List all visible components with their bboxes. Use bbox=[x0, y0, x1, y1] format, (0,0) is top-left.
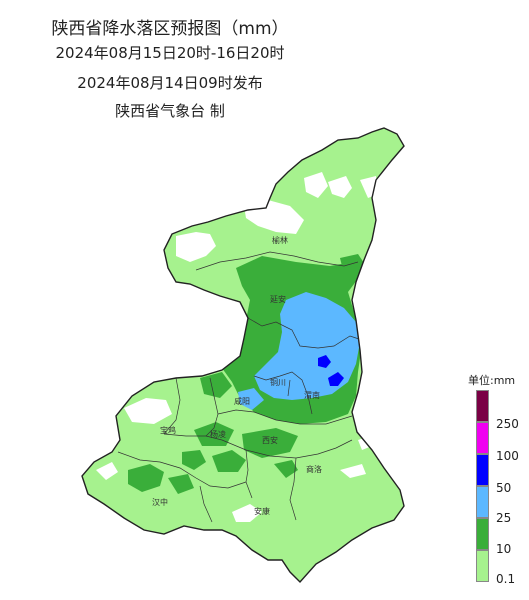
legend-swatch-5 bbox=[476, 550, 489, 582]
city-label-yanan: 延安 bbox=[270, 294, 286, 304]
city-label-xianyang: 咸阳 bbox=[234, 396, 250, 406]
city-label-hanzhong: 汉中 bbox=[152, 497, 168, 507]
heavy-rain-area bbox=[238, 292, 360, 410]
city-label-ankang: 安康 bbox=[254, 506, 270, 516]
legend-swatch-4 bbox=[476, 518, 489, 550]
city-label-yangling: 杨凌 bbox=[210, 429, 226, 439]
city-label-yulin: 榆林 bbox=[272, 235, 288, 245]
legend-label-0-1: 0.1 bbox=[496, 572, 516, 586]
map-title: 陕西省降水落区预报图（mm） bbox=[51, 19, 289, 39]
issue-time: 2024年08月14日09时发布 bbox=[77, 74, 263, 92]
city-label-weinan: 渭南 bbox=[304, 390, 320, 400]
city-label-baoji: 宝鸡 bbox=[160, 425, 176, 435]
city-label-shangluo: 商洛 bbox=[306, 464, 322, 474]
city-label-xian: 西安 bbox=[262, 435, 278, 445]
legend-label-25: 25 bbox=[496, 511, 512, 525]
city-labels: 榆林 延安 铜川 渭南 宝鸡 咸阳 杨凌 西安 商洛 汉中 安康 bbox=[152, 235, 322, 516]
legend-swatch-2 bbox=[476, 454, 489, 486]
legend-label-100: 100 bbox=[496, 449, 519, 463]
legend-label-10: 10 bbox=[496, 542, 512, 556]
city-label-tongchuan: 铜川 bbox=[270, 377, 286, 387]
rainstorm-areas bbox=[318, 355, 344, 386]
legend-swatch-1 bbox=[476, 422, 489, 454]
issuer: 陕西省气象台 制 bbox=[115, 102, 225, 120]
legend-label-50: 50 bbox=[496, 481, 512, 495]
legend-swatch-3 bbox=[476, 486, 489, 518]
legend-swatch-0 bbox=[476, 390, 489, 422]
forecast-period: 2024年08月15日20时-16日20时 bbox=[55, 44, 285, 62]
legend-label-250: 250 bbox=[496, 417, 519, 431]
district-boundaries bbox=[117, 251, 363, 523]
legend-unit-title: 单位:mm bbox=[468, 374, 516, 387]
